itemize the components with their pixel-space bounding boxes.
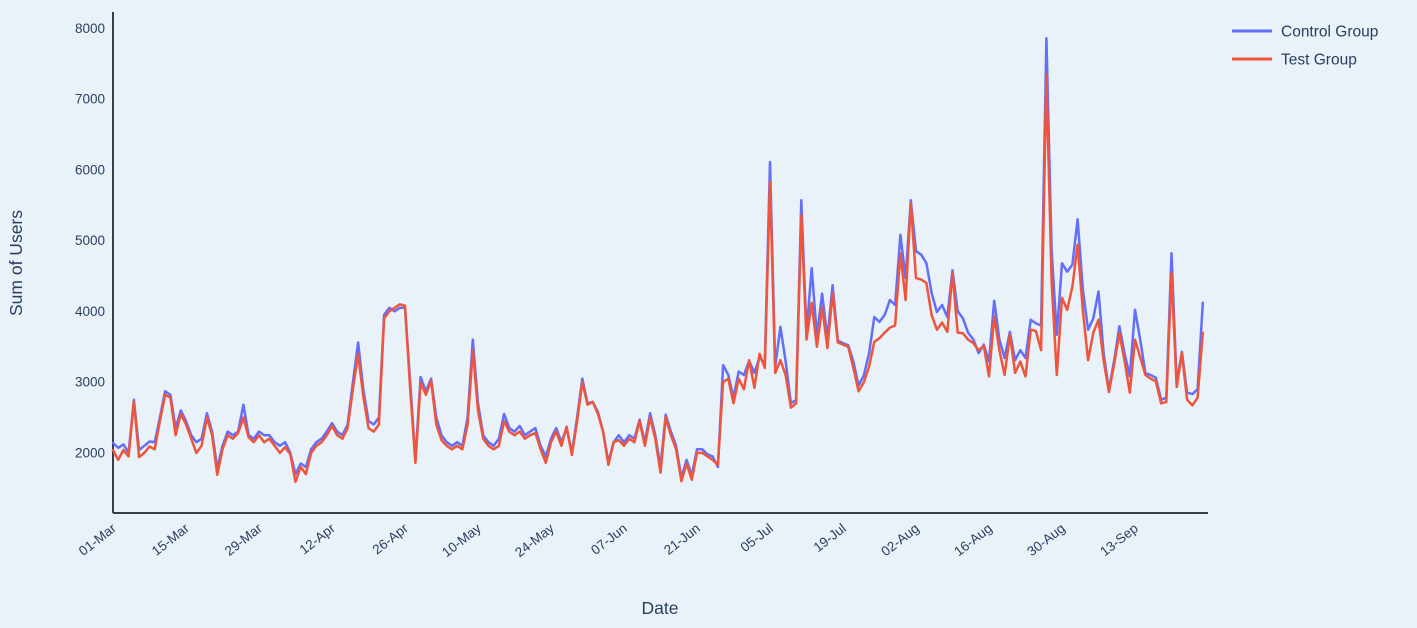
x-tick-label: 16-Aug [951, 521, 995, 560]
x-tick-label: 12-Apr [297, 520, 339, 557]
y-tick-label: 7000 [75, 92, 105, 107]
legend: Control Group Test Group [1232, 24, 1378, 69]
y-axis-title: Sum of Users [6, 210, 26, 316]
x-tick-label: 07-Jun [588, 521, 630, 558]
series-lines[interactable] [111, 36, 1205, 484]
legend-item-test-group[interactable]: Test Group [1232, 52, 1357, 69]
y-tick-label: 5000 [75, 233, 105, 248]
y-tick-label: 6000 [75, 162, 105, 177]
x-tick-label: 30-Aug [1024, 521, 1068, 560]
y-tick-label: 4000 [75, 304, 105, 319]
x-tick-label: 10-May [439, 520, 484, 560]
x-tick-label: 26-Apr [370, 520, 412, 557]
x-tick-label: 05-Jul [738, 521, 776, 555]
x-tick-label: 15-Mar [149, 520, 192, 558]
legend-label-test-group: Test Group [1281, 52, 1357, 69]
x-tick-label: 01-Mar [76, 520, 119, 558]
legend-label-control-group: Control Group [1281, 24, 1378, 41]
x-tick-label: 24-May [512, 520, 557, 560]
y-tick-label: 3000 [75, 375, 105, 390]
legend-item-control-group[interactable]: Control Group [1232, 24, 1378, 41]
test-group-line[interactable] [111, 73, 1205, 484]
control-group-line[interactable] [111, 36, 1205, 479]
x-tick-label: 02-Aug [878, 521, 922, 560]
x-tick-label: 13-Sep [1097, 521, 1141, 560]
x-tick-label: 29-Mar [222, 520, 265, 558]
x-tick-label: 19-Jul [811, 521, 849, 555]
x-axis-title: Date [642, 598, 679, 618]
x-axis-tick-labels: 01-Mar 15-Mar 29-Mar 12-Apr 26-Apr 10-May 24-M… [76, 520, 1141, 560]
y-axis-tick-labels: 2000 3000 4000 5000 6000 7000 8000 [75, 21, 105, 461]
y-tick-label: 2000 [75, 445, 105, 460]
y-tick-label: 8000 [75, 21, 105, 36]
x-tick-label: 21-Jun [661, 521, 703, 558]
